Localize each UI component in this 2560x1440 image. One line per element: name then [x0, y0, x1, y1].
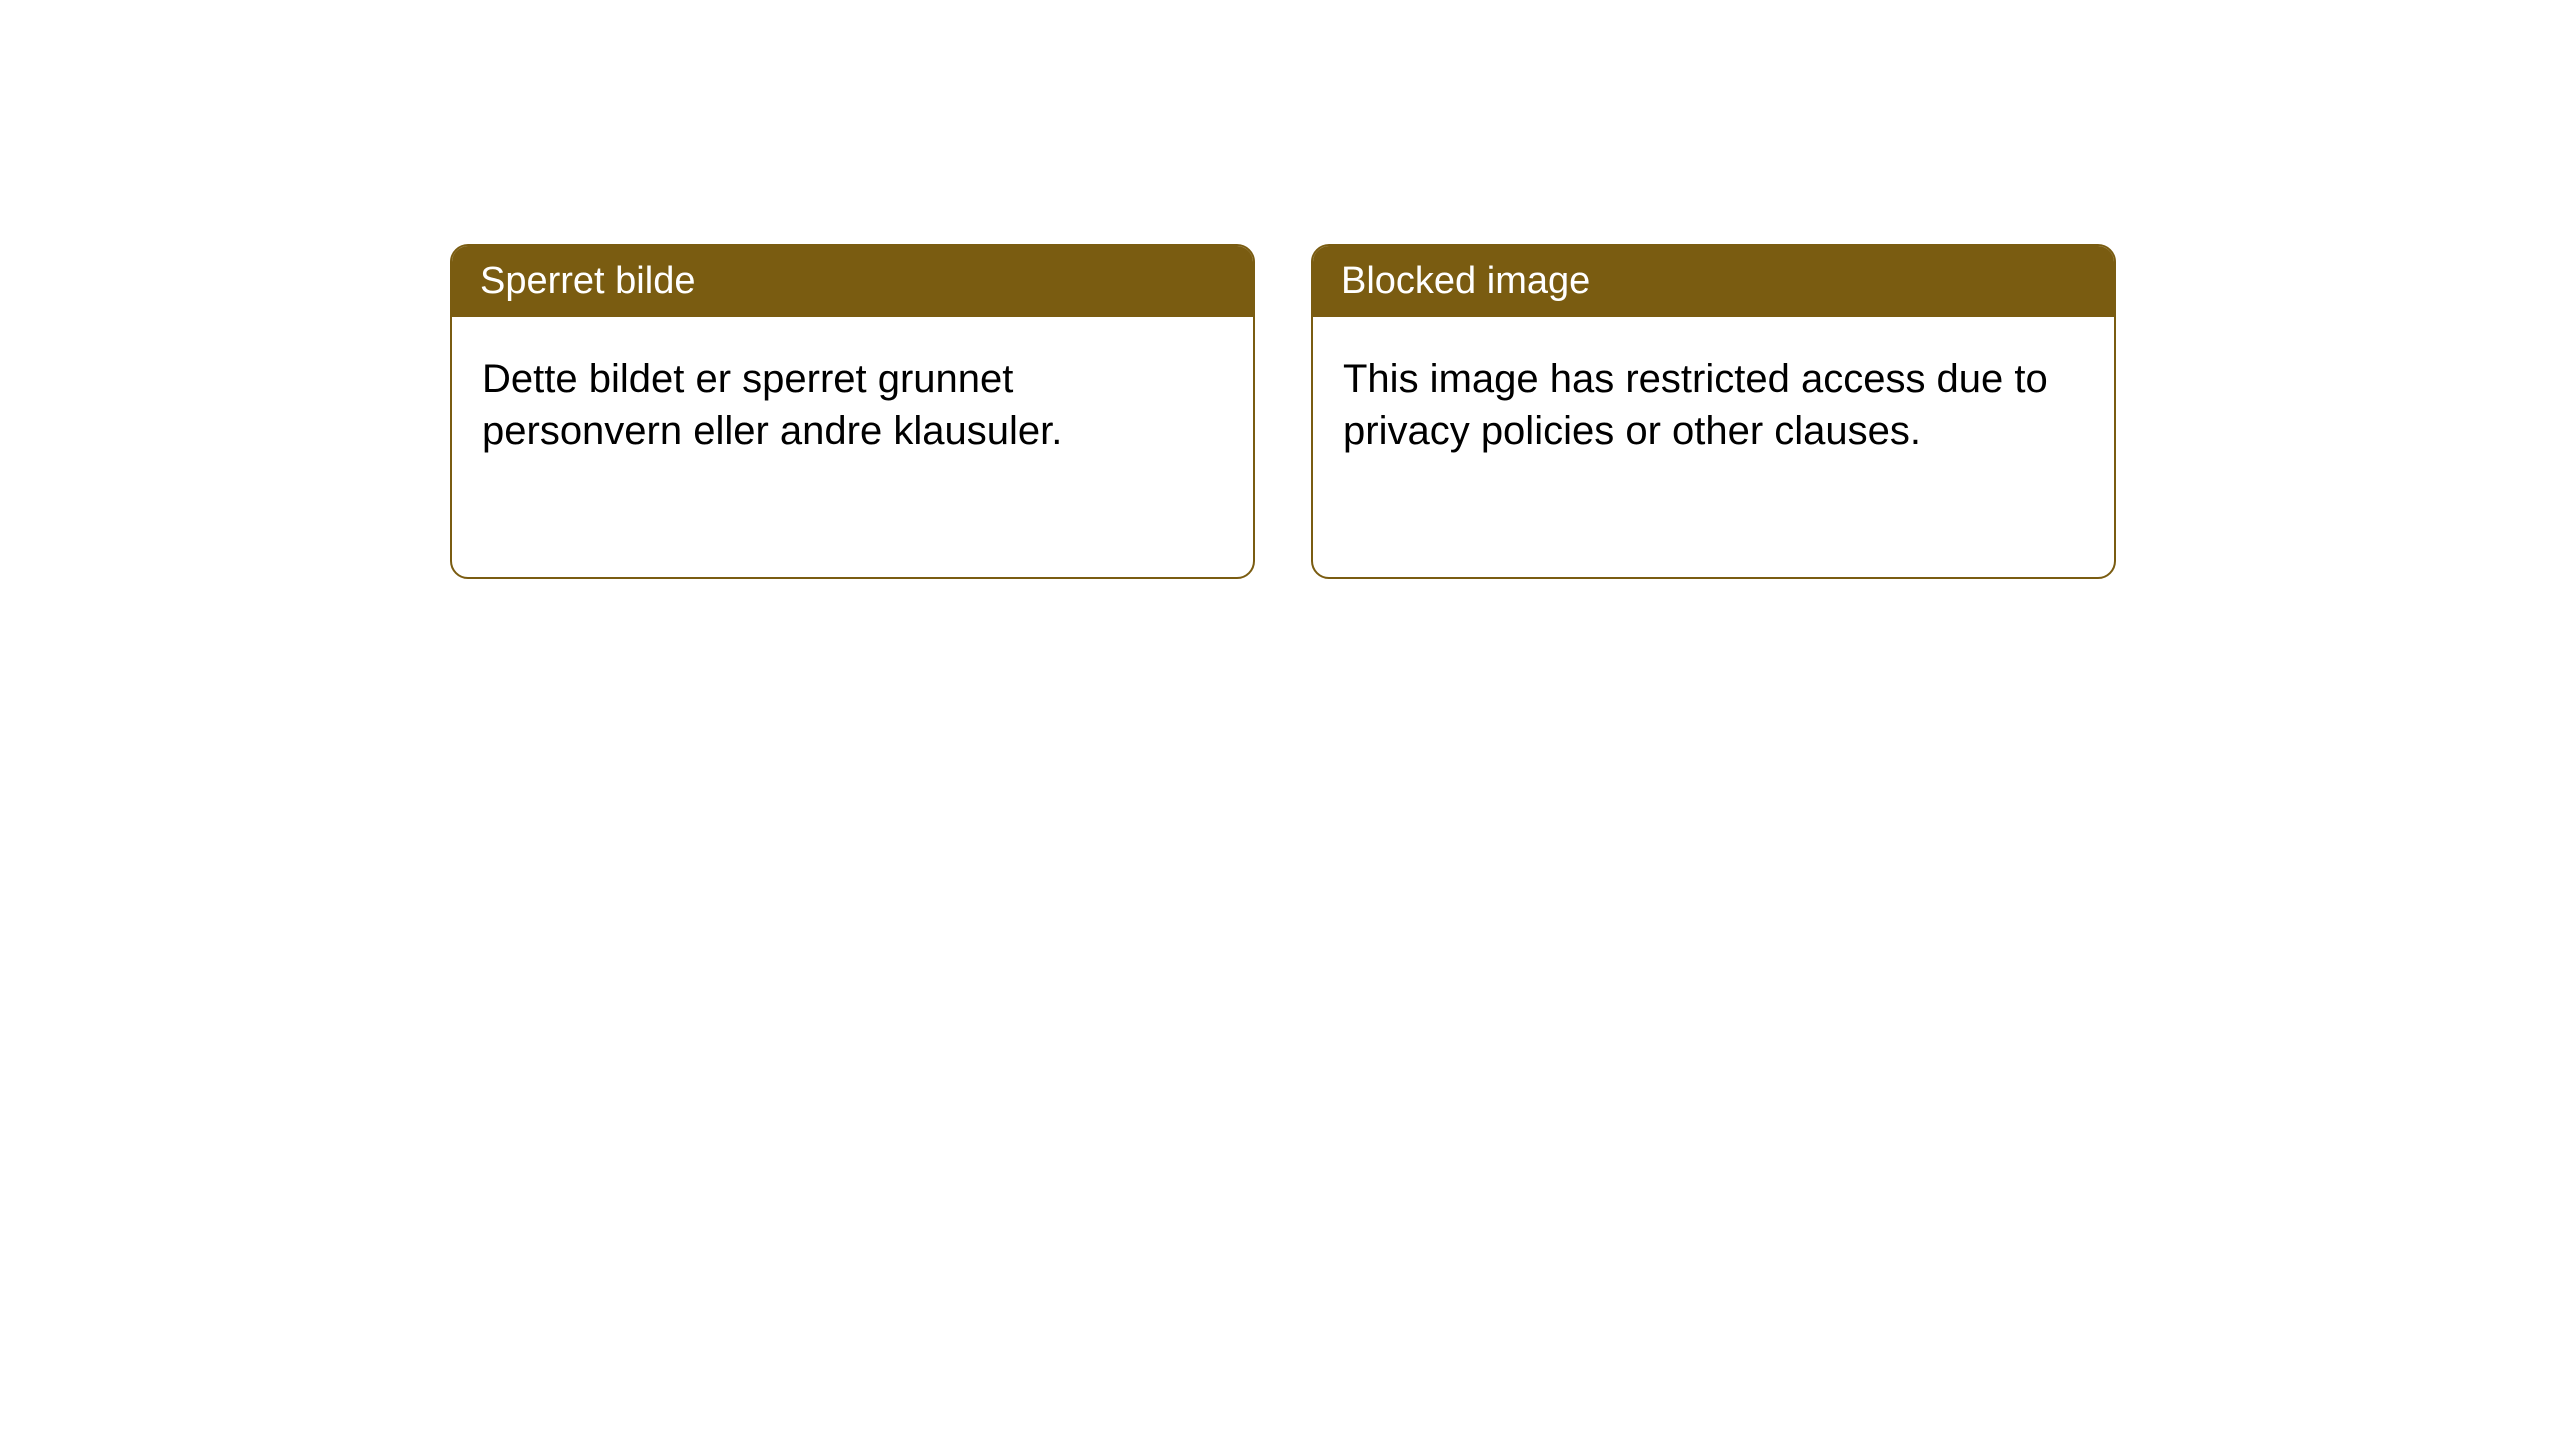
notice-container: Sperret bilde Dette bildet er sperret gr… [0, 0, 2560, 579]
notice-body: This image has restricted access due to … [1313, 317, 2114, 493]
notice-header: Sperret bilde [452, 246, 1253, 317]
notice-header: Blocked image [1313, 246, 2114, 317]
notice-card-norwegian: Sperret bilde Dette bildet er sperret gr… [450, 244, 1255, 579]
notice-body: Dette bildet er sperret grunnet personve… [452, 317, 1253, 493]
notice-card-english: Blocked image This image has restricted … [1311, 244, 2116, 579]
